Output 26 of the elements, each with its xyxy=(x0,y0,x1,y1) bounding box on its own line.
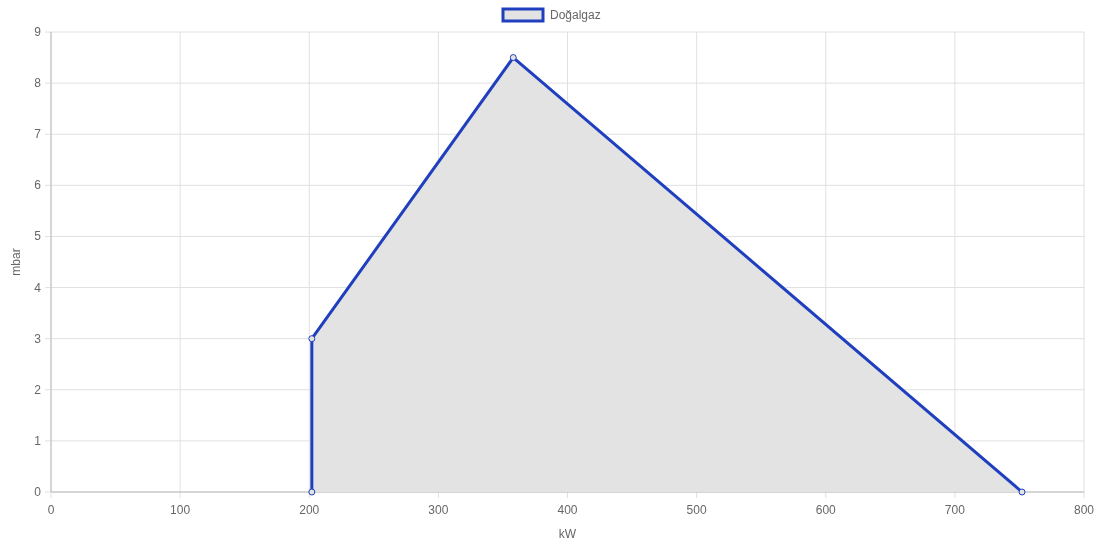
y-tick-label: 8 xyxy=(34,76,42,91)
y-axis-title: mbar xyxy=(9,248,23,276)
point xyxy=(308,335,316,343)
x-tick-label: 800 xyxy=(1073,503,1095,517)
y-tick-label: 3 xyxy=(34,331,42,346)
x-tick-label: 500 xyxy=(686,503,707,517)
x-tick-label: 400 xyxy=(557,503,578,517)
point xyxy=(308,488,316,496)
x-tick-label: 0 xyxy=(47,503,55,517)
y-tick-label: 6 xyxy=(34,178,42,193)
x-tick-label: 100 xyxy=(170,503,191,517)
y-tick-label: 5 xyxy=(34,229,42,244)
y-tick-label: 0 xyxy=(34,485,42,499)
point xyxy=(509,54,517,62)
y-tick-label: 7 xyxy=(34,127,42,142)
x-tick-label: 300 xyxy=(428,503,449,517)
y-tick-label: 1 xyxy=(34,433,42,448)
point xyxy=(1018,488,1026,496)
y-tick-label: 4 xyxy=(34,280,42,295)
y-tick-label: 2 xyxy=(34,382,42,397)
x-tick-label: 600 xyxy=(815,503,837,517)
y-tick-label: 9 xyxy=(34,25,42,39)
x-tick-label: 700 xyxy=(944,503,966,517)
x-tick-label: 200 xyxy=(299,503,320,517)
x-axis-title: kW xyxy=(558,527,577,541)
legend-label: Doğalgaz xyxy=(550,8,601,22)
